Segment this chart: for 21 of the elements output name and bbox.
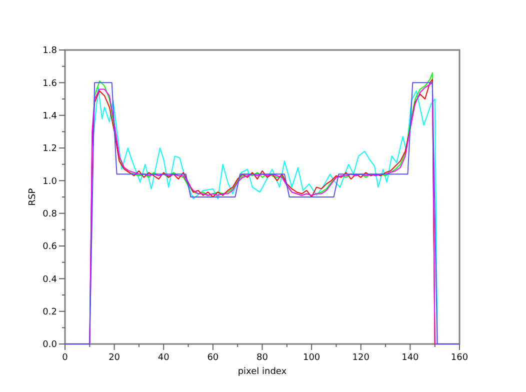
y-tick-label: 0.2 [42, 307, 57, 318]
x-tick-label: 80 [256, 353, 268, 363]
y-tick-label: 1.4 [42, 111, 58, 122]
x-tick-label: 160 [450, 353, 468, 363]
x-axis-title: pixel index [238, 367, 288, 377]
y-tick-label: 0.6 [42, 242, 58, 252]
x-tick-label: 20 [108, 353, 120, 363]
y-axis-title: RSP [28, 188, 38, 206]
y-tick-label: 1.8 [42, 46, 58, 56]
y-tick-label: 0.8 [42, 209, 58, 220]
y-tick-label: 1.2 [42, 144, 57, 154]
y-tick-label: 1.6 [42, 78, 58, 89]
x-tick-label: 40 [158, 353, 170, 363]
y-tick-label: 1.0 [42, 176, 58, 187]
x-tick-label: 0 [62, 353, 68, 363]
x-tick-label: 120 [352, 353, 370, 363]
x-tick-label: 100 [302, 353, 320, 363]
x-tick-label: 60 [207, 353, 219, 363]
y-tick-label: 0.0 [42, 340, 58, 350]
x-tick-label: 140 [402, 353, 420, 363]
y-tick-label: 0.4 [42, 274, 58, 285]
